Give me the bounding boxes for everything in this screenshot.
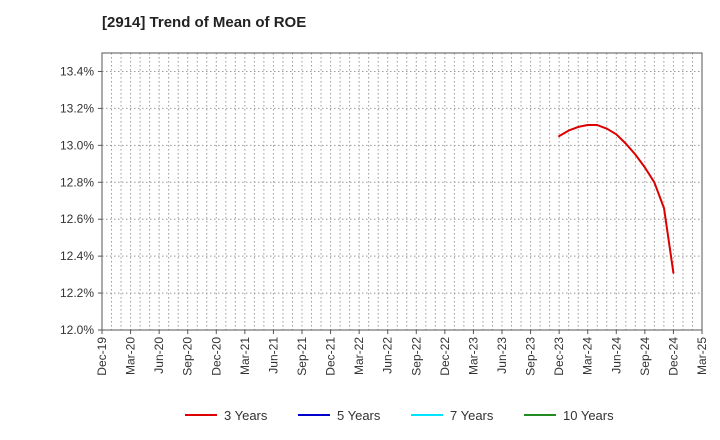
legend-label: 3 Years: [224, 408, 268, 423]
x-tick-label: Mar-25: [695, 337, 709, 375]
legend: 3 Years 5 Years 7 Years 10 Years: [185, 408, 614, 423]
x-tick-label: Dec-19: [95, 337, 109, 376]
y-tick-label: 12.0%: [60, 323, 94, 337]
x-tick-label: Dec-21: [324, 337, 338, 376]
x-tick-label: Sep-23: [524, 337, 538, 376]
x-tick-label: Jun-23: [495, 337, 509, 374]
x-tick-label: Sep-22: [409, 337, 423, 376]
y-axis: 12.0% 12.2% 12.4% 12.6% 12.8% 13.0% 13.2% 13.4%: [60, 64, 102, 337]
x-tick-label: Mar-22: [352, 337, 366, 375]
chart-title: [2914] Trend of Mean of ROE: [102, 14, 307, 31]
x-tick-label: Mar-24: [581, 337, 595, 375]
legend-label: 7 Years: [450, 408, 494, 423]
x-tick-label: Sep-24: [638, 337, 652, 376]
plot-background: [102, 53, 702, 330]
y-tick-label: 12.8%: [60, 175, 94, 189]
x-tick-label: Dec-23: [552, 337, 566, 376]
x-tick-label: Jun-24: [609, 337, 623, 374]
x-tick-label: Dec-22: [438, 337, 452, 376]
x-tick-label: Jun-21: [266, 337, 280, 374]
x-tick-label: Mar-21: [238, 337, 252, 375]
x-tick-label: Jun-22: [381, 337, 395, 374]
x-tick-label: Sep-21: [295, 337, 309, 376]
legend-label: 5 Years: [337, 408, 381, 423]
series-line-3-years: [558, 124, 675, 274]
y-tick-label: 13.4%: [60, 64, 94, 78]
x-tick-label: Dec-24: [666, 337, 680, 376]
x-tick-label: Dec-20: [209, 337, 223, 376]
x-axis: Dec-19 Mar-20 Jun-20 Sep-20 Dec-20 Mar-21 Jun-…: [95, 330, 709, 376]
y-tick-label: 12.6%: [60, 212, 94, 226]
series-lines: [558, 124, 675, 274]
x-tick-label: Mar-20: [124, 337, 138, 375]
y-tick-label: 13.0%: [60, 138, 94, 152]
plot-border: [101, 52, 703, 331]
y-tick-label: 13.2%: [60, 101, 94, 115]
grid-lines: [102, 53, 702, 330]
x-tick-label: Sep-20: [181, 337, 195, 376]
y-tick-label: 12.4%: [60, 249, 94, 263]
legend-label: 10 Years: [563, 408, 614, 423]
x-tick-label: Jun-20: [152, 337, 166, 374]
y-tick-label: 12.2%: [60, 286, 94, 300]
x-tick-label: Mar-23: [466, 337, 480, 375]
